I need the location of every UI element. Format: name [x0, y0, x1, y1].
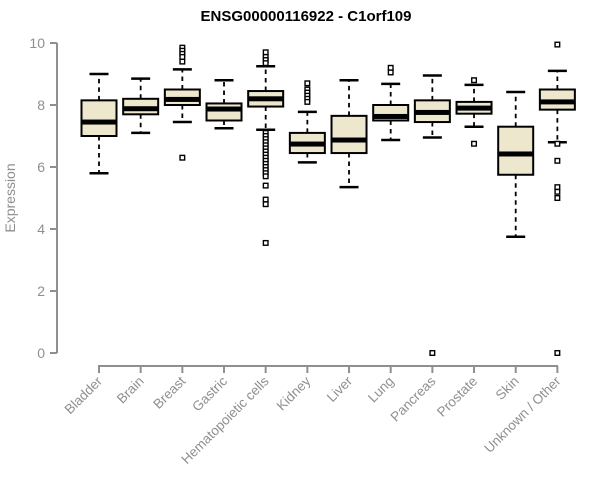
- x-tick-label-unknown-other: Unknown / Other: [481, 373, 564, 456]
- y-tick-label: 6: [37, 159, 45, 175]
- x-tick-label-brain: Brain: [114, 374, 147, 407]
- median-line-brain: [123, 106, 159, 112]
- box-liver: [330, 114, 368, 155]
- box-gastric: [205, 102, 243, 122]
- median-line-gastric: [206, 106, 242, 112]
- y-axis-label: Expression: [2, 163, 18, 232]
- outlier-point-kidney: [304, 80, 311, 87]
- outlier-point-breast: [179, 58, 186, 65]
- x-tick-label-lung: Lung: [365, 374, 397, 406]
- box-bladder: [80, 99, 118, 137]
- outlier-point-unknown-other: [554, 41, 561, 48]
- outlier-point-hematopoietic-cells: [262, 239, 269, 246]
- median-line-bladder: [81, 119, 117, 125]
- x-tick-label-skin: Skin: [493, 374, 522, 403]
- outlier-point-prostate: [471, 77, 478, 84]
- outlier-point-breast: [179, 154, 186, 161]
- median-line-prostate: [456, 105, 492, 111]
- outlier-point-lung: [387, 64, 394, 71]
- outlier-point-kidney: [304, 98, 311, 105]
- y-tick-label: 4: [37, 221, 45, 237]
- y-tick-label: 10: [29, 35, 45, 51]
- x-tick-label-liver: Liver: [324, 373, 356, 405]
- outlier-point-hematopoietic-cells: [262, 196, 269, 203]
- median-line-lung: [373, 113, 409, 119]
- y-tick-label: 0: [37, 345, 45, 361]
- outlier-point-hematopoietic-cells: [262, 182, 269, 189]
- median-line-breast: [164, 96, 200, 102]
- outlier-point-hematopoietic-cells: [262, 49, 269, 56]
- outlier-point-pancreas: [429, 350, 436, 357]
- chart-title: ENSG00000116922 - C1orf109: [201, 8, 412, 25]
- outlier-point-hematopoietic-cells: [262, 201, 269, 208]
- x-tick-label-gastric: Gastric: [189, 373, 230, 414]
- median-line-skin: [498, 151, 534, 157]
- x-tick-label-pancreas: Pancreas: [388, 373, 439, 424]
- median-line-pancreas: [414, 109, 450, 115]
- median-line-kidney: [289, 141, 325, 147]
- outlier-point-breast: [179, 53, 186, 60]
- outlier-point-lung: [387, 69, 394, 76]
- outlier-point-unknown-other: [554, 194, 561, 201]
- outlier-point-unknown-other: [554, 350, 561, 357]
- outlier-point-prostate: [471, 140, 478, 147]
- outlier-point-hematopoietic-cells: [262, 173, 269, 180]
- outlier-point-unknown-other: [554, 184, 561, 191]
- outlier-point-unknown-other: [554, 140, 561, 147]
- x-tick-label-prostate: Prostate: [434, 374, 480, 420]
- outlier-point-unknown-other: [554, 188, 561, 195]
- median-line-unknown-other: [539, 99, 575, 105]
- outlier-point-unknown-other: [554, 157, 561, 164]
- box-skin: [497, 125, 535, 176]
- x-tick-label-bladder: Bladder: [62, 373, 106, 417]
- median-line-liver: [331, 137, 367, 143]
- y-tick-label: 2: [37, 283, 45, 299]
- x-tick-label-breast: Breast: [150, 373, 188, 411]
- outlier-point-hematopoietic-cells: [262, 60, 269, 67]
- x-tick-label-kidney: Kidney: [274, 373, 314, 413]
- median-line-hematopoietic-cells: [248, 96, 284, 102]
- y-tick-label: 8: [37, 97, 45, 113]
